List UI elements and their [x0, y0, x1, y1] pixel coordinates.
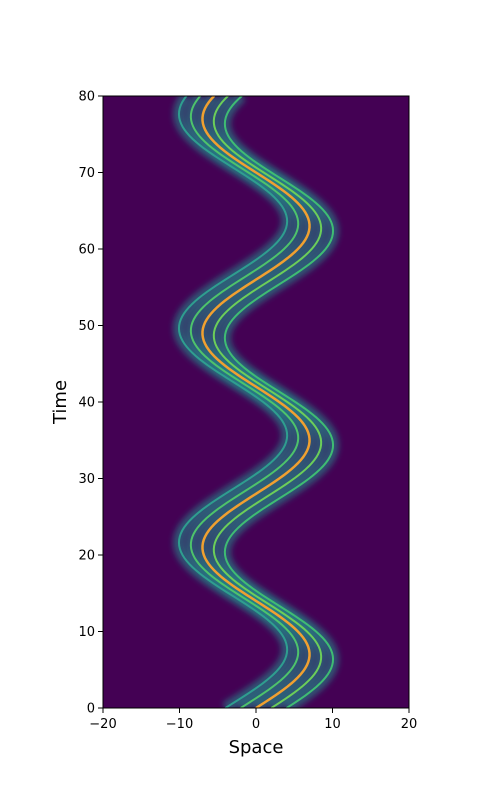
- series-line-outer-left: [177, 96, 289, 708]
- y-axis: 0 10 20 30 40 50 60 70 80: [78, 90, 103, 717]
- x-tick-label: −20: [89, 717, 116, 732]
- y-axis-title: Time: [50, 380, 71, 425]
- y-tick-label: 10: [78, 625, 95, 640]
- series-line-outer-right: [223, 96, 335, 708]
- data-bands: [172, 96, 340, 708]
- y-tick-label: 40: [78, 396, 95, 411]
- y-tick-label: 60: [78, 243, 95, 258]
- x-tick-label: 0: [252, 717, 260, 732]
- series-line-center: [201, 96, 311, 708]
- x-tick-label: −10: [166, 717, 193, 732]
- y-tick-label: 70: [78, 166, 95, 181]
- x-axis: −20 −10 0 10 20: [89, 708, 417, 732]
- x-tick-label: 20: [401, 717, 418, 732]
- y-tick-label: 0: [87, 702, 95, 717]
- x-tick-label: 10: [324, 717, 341, 732]
- series-line-inner-left: [189, 96, 300, 708]
- y-tick-label: 20: [78, 549, 95, 564]
- y-tick-label: 80: [78, 90, 95, 105]
- x-axis-title: Space: [229, 737, 284, 758]
- y-tick-label: 50: [78, 319, 95, 334]
- y-tick-label: 30: [78, 472, 95, 487]
- series-line-inner-right: [212, 96, 323, 708]
